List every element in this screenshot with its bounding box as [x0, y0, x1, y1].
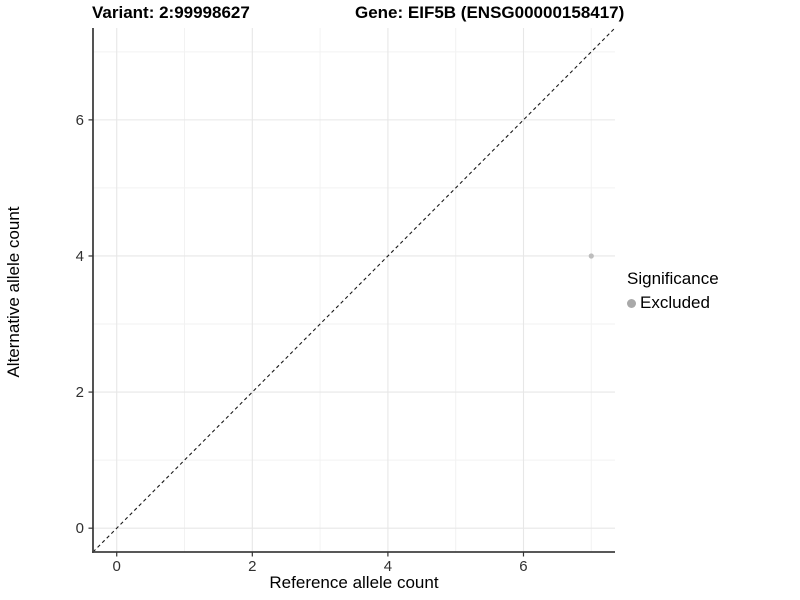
legend-point-marker	[627, 298, 636, 308]
legend-item-excluded: Excluded	[627, 293, 719, 313]
data-point-excluded	[588, 253, 594, 259]
y-axis-label: Alternative allele count	[4, 206, 23, 378]
y-tick-label: 2	[76, 384, 84, 401]
legend-title: Significance	[627, 269, 719, 288]
legend-item-label: Excluded	[640, 293, 710, 312]
x-axis-label: Reference allele count	[269, 573, 439, 592]
y-tick-label: 0	[76, 520, 84, 537]
x-tick-label: 4	[384, 558, 392, 575]
plot-title-gene: Gene: EIF5B (ENSG00000158417)	[355, 3, 625, 22]
y-tick-label: 4	[76, 248, 84, 265]
plot-title-variant: Variant: 2:99998627	[92, 3, 250, 22]
y-tick-label: 6	[76, 112, 84, 129]
legend: Significance Excluded	[627, 269, 719, 313]
x-tick-label: 0	[113, 558, 121, 575]
x-tick-label: 6	[519, 558, 527, 575]
identity-dashed-line	[92, 27, 616, 553]
x-tick-label: 2	[248, 558, 256, 575]
